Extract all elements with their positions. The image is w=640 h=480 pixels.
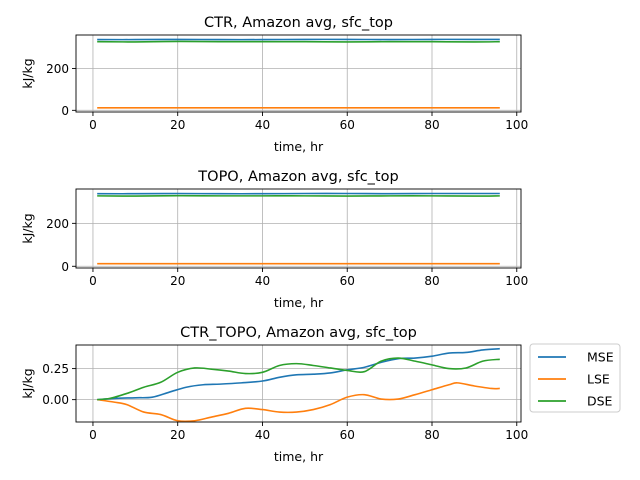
series-line-lse bbox=[97, 382, 500, 422]
x-tick-label: 100 bbox=[505, 428, 528, 442]
legend-label-mse: MSE bbox=[587, 350, 614, 365]
x-tick-label: 0 bbox=[89, 118, 97, 132]
x-tick-label: 20 bbox=[170, 118, 185, 132]
x-tick-label: 80 bbox=[424, 274, 439, 288]
chart-ctr: 0 20 40 60 80 100 0 200 CTR, Amazon avg, sfc_top… bbox=[20, 15, 528, 154]
chart-title: CTR, Amazon avg, sfc_top bbox=[204, 15, 393, 31]
x-tick-label: 60 bbox=[340, 118, 355, 132]
x-tick-label: 80 bbox=[424, 118, 439, 132]
chart-ctr-topo: 0 20 40 60 80 100 0.00 0.25 CTR_TOPO, Amazon avg… bbox=[20, 325, 528, 464]
x-tick-label: 40 bbox=[255, 118, 270, 132]
series-line-dse bbox=[97, 357, 500, 401]
y-tick-label: 0 bbox=[61, 260, 69, 274]
y-tick-label: 0.00 bbox=[42, 393, 69, 407]
x-tick-label: 40 bbox=[255, 274, 270, 288]
x-tick-label: 80 bbox=[424, 428, 439, 442]
legend-label-lse: LSE bbox=[587, 372, 610, 387]
chart-topo: 0 20 40 60 80 100 0 200 TOPO, Amazon avg, sfc_to… bbox=[20, 169, 528, 310]
x-tick-label: 0 bbox=[89, 274, 97, 288]
x-tick-label: 20 bbox=[170, 428, 185, 442]
legend: MSE LSE DSE bbox=[529, 343, 621, 413]
y-axis-label: kJ/kg bbox=[20, 368, 35, 398]
x-tick-label: 100 bbox=[505, 118, 528, 132]
x-axis-label: time, hr bbox=[274, 139, 324, 154]
x-axis-label: time, hr bbox=[274, 449, 324, 464]
axes-frame bbox=[75, 188, 522, 269]
x-axis-label: time, hr bbox=[274, 295, 324, 310]
y-tick-label: 0.25 bbox=[42, 362, 69, 376]
axes-frame bbox=[75, 344, 522, 423]
y-tick-label: 0 bbox=[61, 104, 69, 118]
legend-label-dse: DSE bbox=[587, 394, 613, 409]
y-tick-label: 200 bbox=[46, 217, 69, 231]
x-tick-label: 0 bbox=[89, 428, 97, 442]
y-axis-label: kJ/kg bbox=[20, 213, 35, 243]
x-tick-label: 40 bbox=[255, 428, 270, 442]
chart-title: TOPO, Amazon avg, sfc_top bbox=[197, 169, 398, 185]
x-tick-label: 100 bbox=[505, 274, 528, 288]
x-tick-label: 60 bbox=[340, 428, 355, 442]
y-tick-label: 200 bbox=[46, 62, 69, 76]
axes-frame bbox=[75, 34, 522, 113]
x-tick-label: 20 bbox=[170, 274, 185, 288]
y-axis-label: kJ/kg bbox=[20, 58, 35, 88]
x-tick-label: 60 bbox=[340, 274, 355, 288]
legend-frame bbox=[529, 343, 621, 413]
chart-title: CTR_TOPO, Amazon avg, sfc_top bbox=[180, 325, 417, 341]
series-line-mse bbox=[97, 347, 500, 401]
